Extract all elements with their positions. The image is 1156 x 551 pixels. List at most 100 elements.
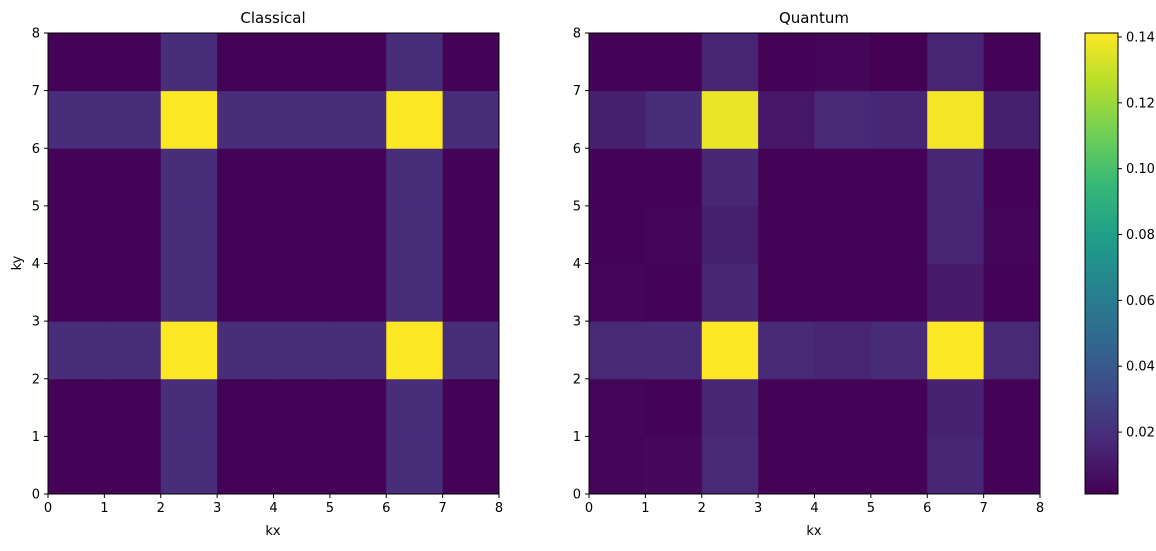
heatmap-cell <box>983 90 1041 149</box>
y-tick-label: 3 <box>573 315 581 330</box>
heatmap-cell <box>160 321 218 380</box>
colorbar-tick-label: 0.06 <box>1126 294 1155 309</box>
x-tick-label: 8 <box>495 501 503 516</box>
x-tick-label: 1 <box>100 501 108 516</box>
heatmap-cell <box>329 205 387 264</box>
x-tick-label: 4 <box>810 501 818 516</box>
heatmap-classical: Classical 0 1 2 3 4 5 6 7 8 0 1 2 3 4 5 6 7 8 kx ky <box>10 9 503 539</box>
heatmap-cell <box>48 263 105 322</box>
heatmap-cell <box>870 148 928 207</box>
heatmap-cell <box>386 436 444 495</box>
x-tick-label: 5 <box>867 501 875 516</box>
heatmap-cell <box>104 321 162 380</box>
heatmap-cell <box>814 263 872 322</box>
y-tick-label: 2 <box>32 372 40 387</box>
heatmap-cell <box>701 148 759 207</box>
heatmap-cell <box>645 90 703 149</box>
heatmap-cell <box>645 321 703 380</box>
x-tick-label: 1 <box>641 501 649 516</box>
heatmap-cell <box>870 33 928 92</box>
x-tick-label: 4 <box>269 501 277 516</box>
heatmap-cell <box>927 33 985 92</box>
heatmap-cell <box>701 263 759 322</box>
heatmap-cell <box>701 205 759 264</box>
heatmap-cell <box>104 148 162 207</box>
heatmap-cell <box>927 321 985 380</box>
heatmap-cell <box>442 90 500 149</box>
heatmap-cell <box>589 148 646 207</box>
heatmap-cell <box>927 205 985 264</box>
heatmap-cell <box>217 321 274 380</box>
heatmap-cell <box>329 378 387 437</box>
heatmap-cell <box>329 436 387 495</box>
heatmap-cell <box>814 378 872 437</box>
y-tick-label: 4 <box>32 257 40 272</box>
heatmap-cell <box>870 263 928 322</box>
heatmap-cell <box>701 378 759 437</box>
colorbar-tick-label: 0.04 <box>1126 360 1155 375</box>
heatmap-cell <box>329 148 387 207</box>
heatmap-cell <box>273 33 331 92</box>
heatmap-cell <box>104 436 162 495</box>
y-tick-label: 5 <box>573 199 581 214</box>
heatmap-cell <box>217 33 274 92</box>
heatmap-cell <box>386 263 444 322</box>
heatmap-cell <box>870 378 928 437</box>
heatmap-cell <box>48 205 105 264</box>
heatmap-cell <box>160 378 218 437</box>
heatmap-cell <box>758 90 815 149</box>
heatmap-cell <box>758 33 815 92</box>
x-axis-ticks: 0 1 2 3 4 5 6 7 8 <box>44 494 503 516</box>
heatmap-cell <box>983 436 1041 495</box>
heatmap-cell <box>442 321 500 380</box>
colorbar-ticks: 0.02 0.04 0.06 0.08 0.10 0.12 0.14 <box>1118 30 1155 441</box>
heatmap-cell <box>645 378 703 437</box>
y-axis-title: ky <box>10 255 25 270</box>
heatmap-cell <box>814 33 872 92</box>
heatmap-cell <box>589 90 646 149</box>
x-tick-label: 0 <box>44 501 52 516</box>
x-tick-label: 2 <box>698 501 706 516</box>
heatmap-cell <box>48 378 105 437</box>
heatmap-cell <box>645 263 703 322</box>
heatmap-cell <box>589 436 646 495</box>
heatmap-cell <box>927 378 985 437</box>
heatmap-cell <box>386 148 444 207</box>
panel-title: Quantum <box>779 9 849 27</box>
heatmap-cell <box>160 33 218 92</box>
heatmap-cell <box>589 205 646 264</box>
colorbar-tick-label: 0.10 <box>1126 162 1155 177</box>
heatmap-cell <box>48 33 105 92</box>
x-axis-ticks: 0 1 2 3 4 5 6 7 8 <box>585 494 1044 516</box>
heatmap-cell <box>217 378 274 437</box>
heatmap-cell <box>386 378 444 437</box>
heatmap-cell <box>758 321 815 380</box>
x-tick-label: 5 <box>326 501 334 516</box>
y-tick-label: 5 <box>32 199 40 214</box>
heatmap-cell <box>701 33 759 92</box>
heatmap-cell <box>160 436 218 495</box>
heatmap-cell <box>329 263 387 322</box>
heatmap-cell <box>701 321 759 380</box>
heatmap-cell <box>386 90 444 149</box>
heatmap-cell <box>273 321 331 380</box>
y-tick-label: 6 <box>32 142 40 157</box>
heatmap-cell <box>983 321 1041 380</box>
y-tick-label: 0 <box>32 488 40 503</box>
heatmap-cell <box>927 90 985 149</box>
colorbar-frame <box>1084 32 1119 495</box>
heatmap-cell <box>386 321 444 380</box>
heatmap-cell <box>814 148 872 207</box>
x-tick-label: 0 <box>585 501 593 516</box>
colorbar: 0.02 0.04 0.06 0.08 0.10 0.12 0.14 <box>1084 30 1155 495</box>
heatmap-cell <box>589 263 646 322</box>
heatmap-cell <box>442 148 500 207</box>
heatmap-cell <box>217 263 274 322</box>
y-tick-label: 7 <box>573 84 581 99</box>
heatmap-cell <box>329 33 387 92</box>
heatmap-cell <box>589 378 646 437</box>
heatmap-cell <box>645 436 703 495</box>
heatmap-cell <box>983 148 1041 207</box>
